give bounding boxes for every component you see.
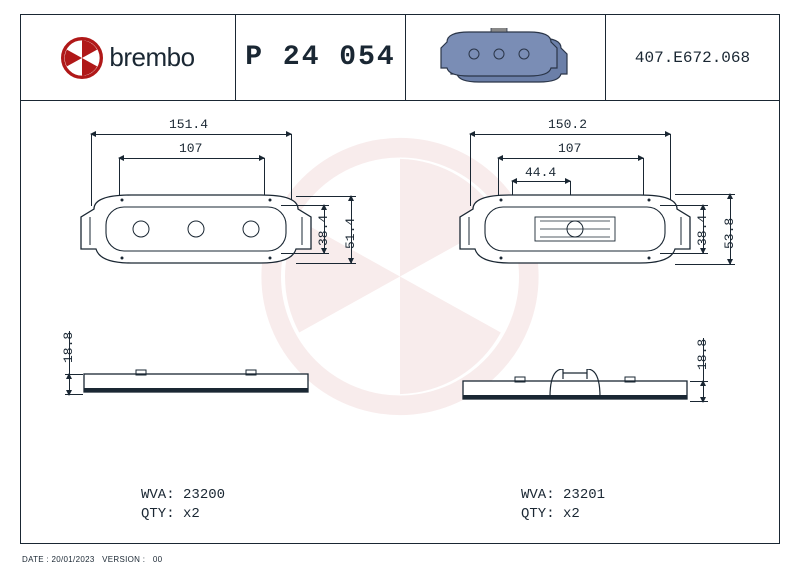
dim-label: 107 <box>179 141 202 156</box>
dim-line <box>91 134 291 135</box>
dim-label: 53.8 <box>722 218 737 249</box>
dim-label: 150.2 <box>548 117 587 132</box>
brand-name: brembo <box>109 42 194 73</box>
wva-label: WVA: <box>521 487 555 503</box>
dim-label: 18.8 <box>695 339 710 370</box>
ext-line <box>65 374 83 375</box>
dim-label: 38.4 <box>695 215 710 246</box>
product-render <box>431 28 581 88</box>
ext-line <box>675 264 735 265</box>
dim-line <box>512 181 570 182</box>
dim-label: 18.8 <box>61 332 76 363</box>
drawing-body: 151.4 107 <box>21 101 779 543</box>
ext-line <box>281 205 329 206</box>
wva-label: WVA: <box>141 487 175 503</box>
brand-logo-cell: brembo <box>21 15 236 100</box>
dim-line <box>69 374 70 395</box>
wva-value: 23200 <box>183 487 225 503</box>
ext-line <box>296 263 356 264</box>
ext-line <box>660 253 708 254</box>
date-label: DATE : <box>22 555 49 564</box>
part-number: P 24 054 <box>245 42 395 73</box>
ext-line <box>65 394 83 395</box>
left-pad-info: WVA: 23200 QTY: x2 <box>141 486 225 525</box>
right-pad-side-view <box>455 369 695 399</box>
dim-label: 151.4 <box>169 117 208 132</box>
ext-line <box>296 196 356 197</box>
wva-value: 23201 <box>563 487 605 503</box>
qty-value: x2 <box>183 506 200 522</box>
dim-label: 107 <box>558 141 581 156</box>
right-pad-front-view <box>455 189 695 269</box>
dim-line <box>470 134 670 135</box>
qty-value: x2 <box>563 506 580 522</box>
brembo-logo-icon <box>61 37 103 79</box>
ext-line <box>690 401 708 402</box>
qty-label: QTY: <box>141 506 175 522</box>
left-pad-front-view <box>76 189 316 269</box>
qty-label: QTY: <box>521 506 555 522</box>
ext-line <box>675 194 735 195</box>
part-number-cell: P 24 054 <box>236 15 406 100</box>
reference-cell: 407.E672.068 <box>606 15 779 100</box>
right-pad-info: WVA: 23201 QTY: x2 <box>521 486 605 525</box>
dim-line <box>703 381 704 402</box>
dim-label: 38.4 <box>316 215 331 246</box>
reference-number: 407.E672.068 <box>635 49 750 67</box>
header: brembo P 24 054 407. <box>21 15 779 101</box>
product-render-cell <box>406 15 606 100</box>
drawing-sheet: brembo P 24 054 407. <box>20 14 780 544</box>
ext-line <box>660 205 708 206</box>
dim-label: 44.4 <box>525 165 556 180</box>
left-pad-column: 151.4 107 <box>21 101 400 543</box>
left-pad-side-view <box>76 369 316 399</box>
ext-line <box>281 253 329 254</box>
date-value: 20/01/2023 <box>52 555 95 564</box>
version-value: 00 <box>153 555 163 564</box>
dim-line <box>498 158 643 159</box>
version-label: VERSION : <box>102 555 145 564</box>
ext-line <box>690 381 708 382</box>
footer: DATE : 20/01/2023 VERSION : 00 <box>22 555 162 564</box>
dim-line <box>119 158 264 159</box>
dim-label: 51.4 <box>343 218 358 249</box>
right-pad-column: 150.2 107 44.4 <box>400 101 779 543</box>
